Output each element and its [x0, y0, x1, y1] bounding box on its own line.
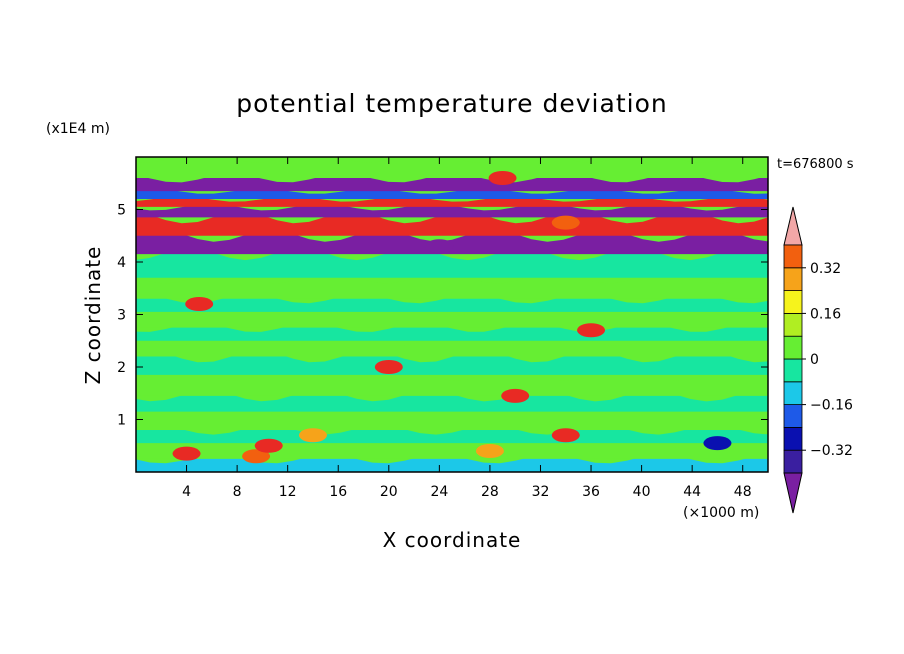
- colorbar-swatch: [783, 358, 803, 383]
- colorbar-swatch: [783, 244, 803, 269]
- field-feature: [488, 171, 517, 185]
- field-feature: [551, 215, 580, 230]
- field-feature: [425, 239, 454, 254]
- colorbar-swatch: [783, 312, 803, 337]
- field-band: [136, 350, 768, 375]
- x-tick-label: 48: [734, 484, 752, 500]
- colorbar-extend-bottom: [783, 472, 803, 514]
- colorbar-label: 0.16: [810, 306, 841, 322]
- field-feature: [185, 297, 214, 311]
- contour-field: [136, 157, 768, 472]
- field-feature: [501, 388, 530, 403]
- colorbar: 0.32 0.16 0 −0.16 −0.32: [783, 206, 853, 514]
- colorbar-swatch: [783, 267, 803, 291]
- colorbar-label: −0.32: [810, 443, 853, 459]
- field-band: [136, 272, 768, 299]
- field-feature: [242, 449, 271, 464]
- field-feature: [475, 444, 504, 458]
- x-tick-label: 40: [633, 484, 651, 500]
- time-label: t=676800 s: [777, 157, 854, 172]
- y-axis-title: Z coordinate: [81, 246, 105, 385]
- field-feature: [172, 446, 201, 461]
- field-band: [136, 211, 768, 236]
- colorbar-extend-top: [783, 206, 803, 246]
- colorbar-label: 0.32: [810, 261, 841, 277]
- y-tick-label: 1: [117, 413, 126, 429]
- colorbar-label: −0.16: [810, 398, 853, 414]
- colorbar-label: 0: [810, 352, 819, 368]
- x-tick-label: 4: [182, 484, 191, 500]
- colorbar-swatch: [783, 449, 803, 474]
- x-tick-label: 12: [279, 484, 297, 500]
- field-band: [136, 335, 768, 357]
- field-band: [136, 203, 768, 218]
- x-tick-label: 32: [532, 484, 550, 500]
- field-band: [136, 369, 768, 396]
- colorbar-swatch: [783, 290, 803, 314]
- y-tick-label: 5: [117, 203, 126, 219]
- x-axis-title: X coordinate: [383, 528, 522, 552]
- x-tick-label: 8: [233, 484, 242, 500]
- y-tick-label: 3: [117, 308, 126, 324]
- field-feature: [298, 428, 327, 443]
- field-feature: [374, 360, 403, 374]
- x-axis: 4 8 12 16 20 24 28 32 36 40 44 48: [182, 157, 752, 500]
- colorbar-swatch: [783, 335, 803, 360]
- chart-title: potential temperature deviation: [236, 89, 667, 118]
- field-band: [136, 454, 768, 472]
- x-tick-label: 28: [481, 484, 499, 500]
- field-band: [136, 157, 768, 178]
- field-feature: [703, 436, 732, 451]
- x-tick-label: 24: [430, 484, 448, 500]
- field-band: [136, 406, 768, 430]
- x-tick-label: 16: [329, 484, 347, 500]
- field-band: [136, 425, 768, 444]
- x-unit-label: (×1000 m): [683, 505, 759, 521]
- x-tick-label: 44: [683, 484, 701, 500]
- y-tick-label: 4: [117, 255, 126, 271]
- field-band: [136, 248, 768, 278]
- field-band: [136, 230, 768, 255]
- field-band: [136, 173, 768, 192]
- y-tick-label: 2: [117, 360, 126, 376]
- y-unit-label: (x1E4 m): [46, 121, 110, 137]
- y-axis: 1 2 3 4 5: [117, 203, 768, 429]
- x-tick-label: 36: [582, 484, 600, 500]
- field-feature: [254, 438, 283, 453]
- colorbar-swatch: [783, 404, 803, 428]
- x-tick-label: 20: [380, 484, 398, 500]
- field-feature: [551, 428, 580, 443]
- colorbar-swatch: [783, 381, 803, 405]
- colorbar-swatch: [783, 426, 803, 451]
- field-feature: [577, 323, 606, 338]
